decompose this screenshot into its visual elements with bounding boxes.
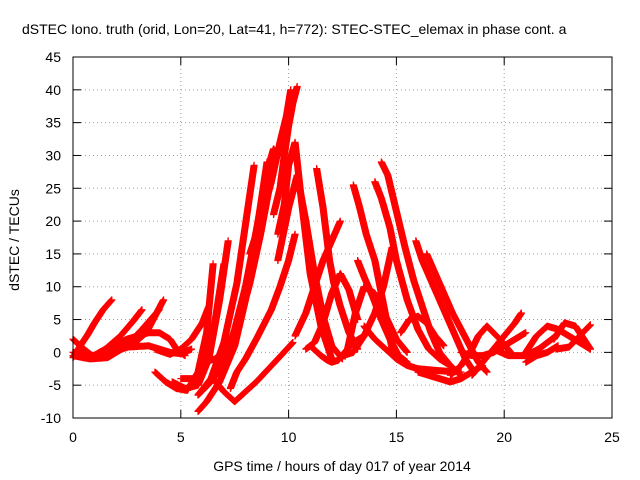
x-tick-label: 20 [496,429,512,445]
grid [73,57,612,418]
y-tick-label: 40 [45,82,61,98]
series-markers [522,342,562,366]
y-tick-label: 30 [45,147,61,163]
data-series-44 [552,321,594,353]
x-tick-label: 10 [281,429,297,445]
series-markers [397,312,448,350]
data-series-41 [522,342,562,366]
x-axis-label: GPS time / hours of day 017 of year 2014 [213,458,471,474]
y-tick-label: 25 [45,180,61,196]
series-markers [270,83,301,218]
data-series-29 [354,257,411,366]
y-tick-label: 15 [45,246,61,262]
x-tick-label: 15 [389,429,405,445]
series-markers [552,321,594,353]
y-tick-label: 0 [53,344,61,360]
series-markers [151,260,217,394]
data-series-17 [226,230,299,392]
data-series-31 [371,178,454,369]
ticks: -10 -5 0 5 10 15 20 25 30 35 40 45 0 5 10 15 20 25 [41,49,620,445]
y-tick-label: 45 [45,49,61,65]
x-tick-label: 5 [177,429,185,445]
y-tick-label: 35 [45,115,61,131]
data-series-21 [274,171,346,363]
data-series-16 [209,339,297,406]
series-markers [274,171,346,363]
series-markers [209,339,297,406]
y-tick-label: -5 [49,377,62,393]
data-series-33 [397,312,448,350]
x-tick-label: 25 [604,429,620,445]
series-markers [371,178,454,369]
data-series-9 [151,260,217,394]
chart-title: dSTEC Iono. truth (orid, Lon=20, Lat=41,… [22,21,567,37]
series-layer [69,83,594,415]
y-axis-label: dSTEC / TECUs [6,189,22,291]
series-markers [354,257,411,366]
x-tick-label: 0 [69,429,77,445]
plot-frame [72,56,613,419]
y-tick-label: -10 [41,410,61,426]
data-series-19 [270,83,301,218]
series-markers [226,230,299,392]
plot-border [72,56,613,419]
y-tick-label: 20 [45,213,61,229]
y-tick-label: 5 [53,312,61,328]
data-series-18 [246,86,295,258]
series-markers [246,86,295,258]
y-tick-label: 10 [45,279,61,295]
